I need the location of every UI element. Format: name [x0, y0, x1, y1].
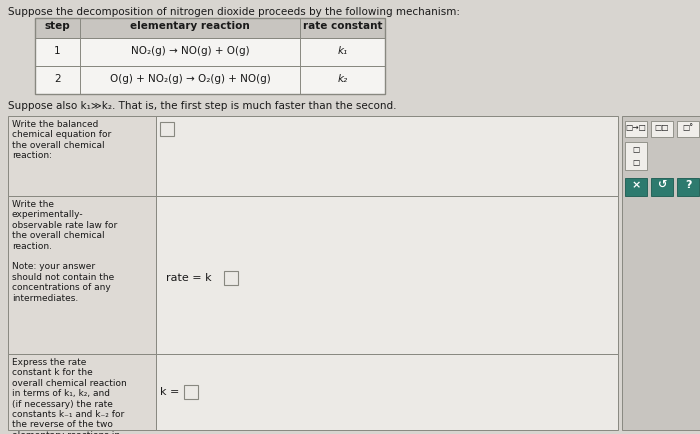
- Text: □: □: [632, 145, 640, 154]
- Bar: [156, 116, 618, 196]
- Text: step: step: [45, 21, 71, 31]
- Bar: [35, 66, 385, 94]
- Text: elementary reaction: elementary reaction: [130, 21, 250, 31]
- Bar: [35, 18, 385, 38]
- Text: NO₂(g) → NO(g) + O(g): NO₂(g) → NO(g) + O(g): [131, 46, 249, 56]
- Text: □°: □°: [682, 123, 694, 132]
- Text: ×: ×: [631, 180, 640, 190]
- Text: Write the
experimentally-
observable rate law for
the overall chemical
reaction.: Write the experimentally- observable rat…: [12, 200, 118, 302]
- Text: O(g) + NO₂(g) → O₂(g) + NO(g): O(g) + NO₂(g) → O₂(g) + NO(g): [110, 74, 270, 84]
- Text: Write the balanced
chemical equation for
the overall chemical
reaction:: Write the balanced chemical equation for…: [12, 120, 111, 160]
- Bar: [8, 354, 156, 430]
- Text: k₂: k₂: [337, 74, 348, 84]
- Bar: [677, 121, 699, 137]
- Bar: [625, 178, 647, 196]
- Text: 2: 2: [54, 74, 61, 84]
- Bar: [224, 271, 238, 285]
- Text: rate constant: rate constant: [302, 21, 382, 31]
- Bar: [651, 121, 673, 137]
- Text: 1: 1: [54, 46, 61, 56]
- Bar: [651, 178, 673, 196]
- Bar: [156, 196, 618, 354]
- Bar: [160, 122, 174, 136]
- Text: Suppose also k₁≫k₂. That is, the first step is much faster than the second.: Suppose also k₁≫k₂. That is, the first s…: [8, 101, 396, 111]
- Bar: [8, 196, 156, 354]
- Text: Express the rate
constant k for the
overall chemical reaction
in terms of k₁, k₂: Express the rate constant k for the over…: [12, 358, 127, 434]
- Bar: [35, 18, 385, 94]
- Text: □→□: □→□: [626, 123, 646, 132]
- Bar: [677, 178, 699, 196]
- Bar: [184, 385, 198, 399]
- Bar: [625, 142, 647, 170]
- Bar: [622, 116, 700, 430]
- Bar: [8, 116, 156, 196]
- Text: rate = k: rate = k: [166, 273, 211, 283]
- Text: k₁: k₁: [337, 46, 348, 56]
- Text: □□: □□: [654, 123, 669, 132]
- Text: ↺: ↺: [657, 180, 666, 190]
- Bar: [625, 121, 647, 137]
- Bar: [35, 38, 385, 66]
- Text: Suppose the decomposition of nitrogen dioxide proceeds by the following mechanis: Suppose the decomposition of nitrogen di…: [8, 7, 460, 17]
- Text: k =: k =: [160, 387, 183, 397]
- Bar: [156, 354, 618, 430]
- Text: ?: ?: [685, 180, 692, 190]
- Text: □: □: [632, 158, 640, 167]
